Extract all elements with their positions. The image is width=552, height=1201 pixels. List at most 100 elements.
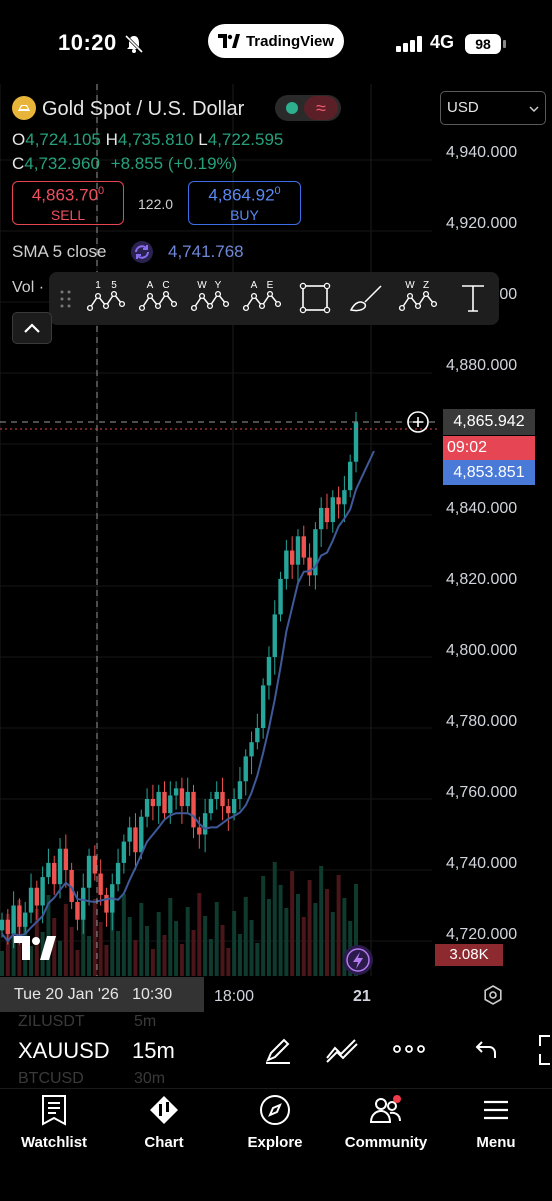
candle-body [330, 497, 335, 523]
undo-icon[interactable] [474, 1038, 498, 1062]
volume-bar [313, 903, 318, 976]
volume-bar [191, 930, 196, 976]
change-value: +8.855 (+0.19%) [110, 154, 238, 173]
volume-bar [92, 899, 97, 976]
candle-body [156, 791, 161, 807]
indicators-icon[interactable] [325, 1036, 359, 1064]
wave-icon: ≈ [304, 96, 338, 120]
candle-body [220, 791, 225, 807]
tab-explore[interactable]: Explore [225, 1094, 325, 1151]
candle-body [266, 657, 272, 686]
sma-label[interactable]: SMA 5 close [12, 242, 107, 261]
price-axis-tick: 4,920.000 [446, 215, 518, 232]
candle-body [139, 816, 144, 853]
volume-bar [197, 893, 202, 976]
spread-value: 122.0 [138, 196, 174, 212]
candle-body [191, 791, 196, 828]
candle-body [34, 887, 40, 906]
candle-body [342, 490, 347, 505]
symbol-search-button[interactable]: XAUUSD [18, 1038, 110, 1063]
high-label: H [105, 130, 118, 149]
candle-body [23, 912, 28, 927]
candle-body [197, 827, 202, 835]
loading-spinner-icon [131, 241, 153, 263]
low-value: 4,722.595 [207, 130, 284, 149]
candle-body [57, 848, 63, 885]
brush-tool[interactable] [347, 278, 387, 318]
candle-body [324, 507, 330, 523]
price-axis-tick: 4,720.000 [446, 926, 518, 943]
volume-bar [214, 902, 219, 976]
explore-icon [260, 1095, 290, 1125]
candle-body [295, 536, 301, 565]
candle-body [133, 827, 138, 853]
candle-body [289, 550, 295, 565]
collapse-legend-button[interactable] [12, 312, 52, 344]
chart-settings-icon[interactable] [483, 985, 503, 1005]
volume-bar [127, 917, 132, 976]
drag-handle-icon[interactable] [59, 289, 73, 309]
volume-bar [243, 897, 248, 976]
app-pill-label: TradingView [245, 32, 335, 50]
price-axis-tick: 4,800.000 [446, 642, 518, 659]
open-value: 4,724.105 [25, 130, 101, 149]
price-axis-tick: 4,820.000 [446, 571, 518, 588]
buy-label: BUY [230, 206, 259, 223]
volume-bar [179, 944, 184, 976]
sell-label: SELL [50, 206, 86, 223]
svg-text:W: W [197, 280, 207, 291]
tab-chart[interactable]: Chart [114, 1094, 214, 1151]
candle-body [98, 873, 103, 895]
tab-community[interactable]: Community [336, 1094, 436, 1151]
volume-tag: 3.08K [435, 944, 503, 966]
candle-body [127, 827, 132, 842]
tab-watchlist[interactable]: Watchlist [4, 1094, 104, 1151]
candle-body [249, 742, 254, 757]
symbol-title[interactable]: Gold Spot / U.S. Dollar [42, 98, 245, 120]
candle-body [278, 578, 283, 615]
open-label: O [12, 130, 26, 149]
volume-label[interactable]: Vol · [12, 279, 45, 296]
price-chart[interactable] [0, 84, 552, 1012]
battery-tip [503, 40, 506, 48]
sell-button[interactable]: 4,863.700 SELL [12, 181, 124, 225]
price-axis-tick: 4,940.000 [446, 144, 518, 161]
drawing-pen-icon[interactable] [262, 1034, 294, 1066]
candle-body [144, 799, 150, 817]
more-options-icon[interactable] [393, 1044, 425, 1054]
candle-body [63, 848, 69, 870]
volume-bar [290, 871, 295, 976]
candle-body [17, 905, 22, 927]
cellular-signal-icon [396, 36, 422, 52]
buy-button[interactable]: 4,864.920 BUY [188, 181, 301, 225]
volume-bar [133, 940, 138, 976]
volume-bar [168, 898, 173, 976]
close-label: C [12, 154, 25, 173]
fullscreen-icon[interactable] [536, 1034, 552, 1066]
candle-body [52, 862, 57, 885]
candle-body [179, 788, 185, 807]
currency-select[interactable]: USD [440, 91, 546, 125]
volume-bar [255, 943, 260, 976]
high-value: 4,735.810 [117, 130, 194, 149]
ohlc-row-2: C4,732.960 +8.855 (+0.19%) [12, 154, 237, 174]
candle-body [255, 728, 260, 743]
interval-button[interactable]: 15m [132, 1038, 175, 1063]
lightning-icon[interactable] [342, 944, 374, 976]
tradingview-pill[interactable]: TradingView [208, 24, 344, 58]
rectangle-tool[interactable] [295, 278, 335, 318]
tab-menu[interactable]: Menu [446, 1094, 546, 1151]
crosshair-date-tag: Tue 20 Jan '26 10:30 [0, 977, 204, 1012]
text-tool[interactable] [453, 278, 493, 318]
candle-body [260, 685, 266, 728]
candle-body [92, 855, 98, 874]
add-alert-plus-icon[interactable] [406, 410, 430, 434]
volume-bar [0, 951, 4, 976]
volume-bar [156, 912, 161, 976]
